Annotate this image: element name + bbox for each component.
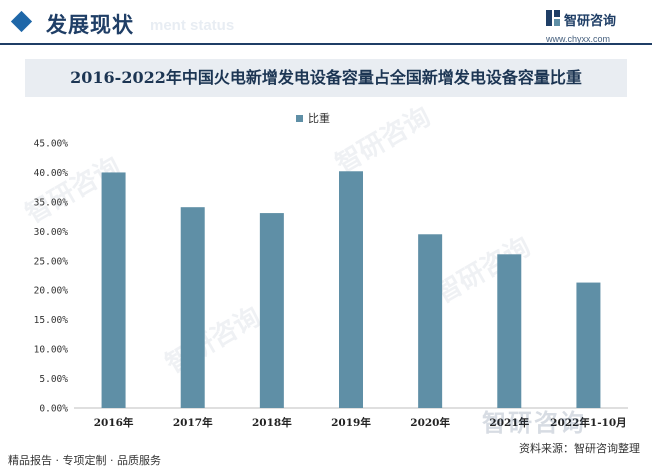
chart-title-box: 2016-2022年中国火电新增发电设备容量占全国新增发电设备容量比重 <box>25 59 627 97</box>
chart-title: 2016-2022年中国火电新增发电设备容量占全国新增发电设备容量比重 <box>70 68 582 87</box>
x-tick-label: 2018年 <box>252 416 292 429</box>
bar <box>339 171 363 408</box>
bar <box>180 207 205 408</box>
x-tick-label: 2017年 <box>173 416 213 429</box>
header-rule <box>0 43 652 45</box>
legend-swatch <box>296 115 303 122</box>
x-tick-label: 2020年 <box>410 416 450 429</box>
y-tick-label: 25.00% <box>34 256 69 267</box>
section-title: 发展现状 <box>46 13 134 37</box>
bar <box>418 234 443 408</box>
bar <box>497 254 522 408</box>
y-tick-label: 20.00% <box>34 286 69 297</box>
y-tick-label: 35.00% <box>34 197 69 208</box>
bar <box>101 172 126 408</box>
x-tick-label: 2019年 <box>331 416 371 429</box>
y-tick-label: 0.00% <box>39 404 68 415</box>
x-tick-label: 2016年 <box>94 416 134 429</box>
y-tick-label: 5.00% <box>39 374 68 385</box>
y-tick-label: 10.00% <box>34 345 69 356</box>
header-bar: ment status 发展现状 智研咨询 www.chyxx.com <box>0 0 652 46</box>
legend-label: 比重 <box>308 111 330 125</box>
brand-logo-icon <box>546 10 560 26</box>
x-tick-label: 2022年1-10月 <box>550 416 627 429</box>
watermark-bottom: 智研咨询 <box>482 409 586 437</box>
brand-url: www.chyxx.com <box>546 34 611 44</box>
y-tick-label: 15.00% <box>34 315 69 326</box>
footer-tagline: 精品报告 · 专项定制 · 品质服务 <box>8 454 161 467</box>
y-tick-label: 30.00% <box>34 227 69 238</box>
bar <box>576 282 601 408</box>
bar <box>259 213 284 408</box>
x-tick-label: 2021年 <box>489 416 529 429</box>
section-subtitle: ment status <box>150 17 235 34</box>
source-note: 资料来源：智研咨询整理 <box>519 442 640 455</box>
y-tick-label: 45.00% <box>34 139 69 150</box>
brand: 智研咨询 www.chyxx.com <box>546 8 636 44</box>
brand-name: 智研咨询 <box>564 14 617 29</box>
y-tick-label: 40.00% <box>34 168 69 179</box>
